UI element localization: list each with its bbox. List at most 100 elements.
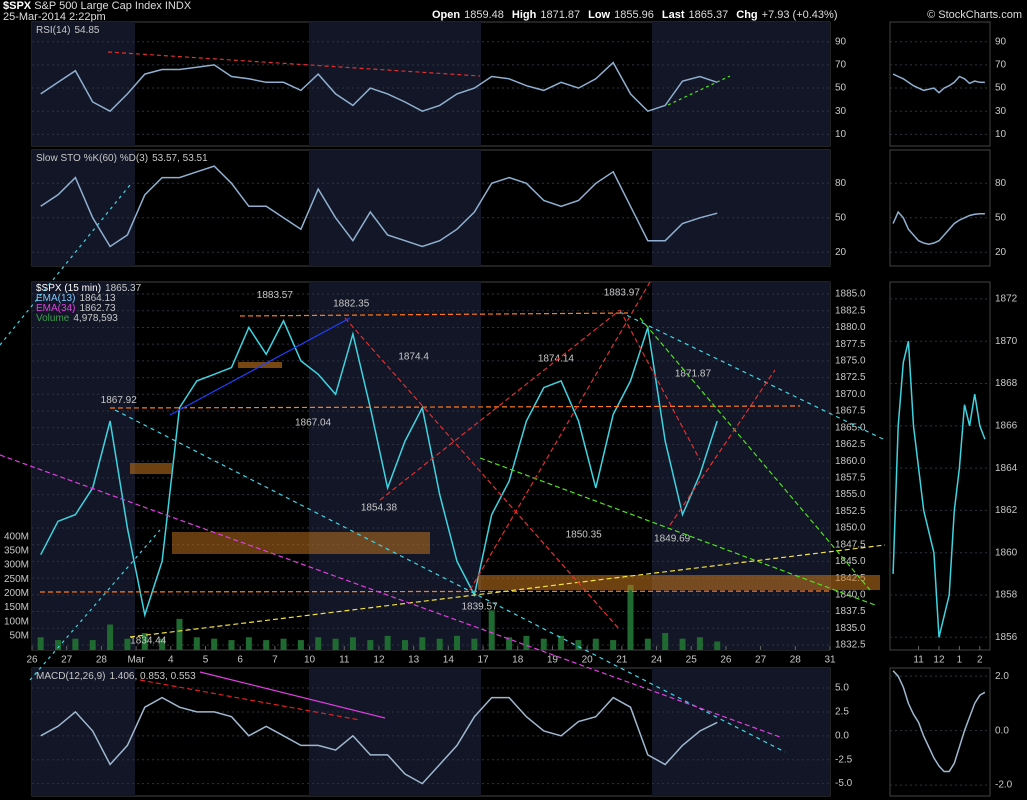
y-tick-label: 70 [995,60,1007,71]
y-tick-label: 50 [995,83,1007,94]
legend-entry: EMA(34) 1862.73 [36,303,116,314]
zone [238,362,282,368]
week-shade [32,150,135,266]
x-tick-label: 24 [651,655,663,666]
price-annotation: 1874.4 [398,352,429,363]
y-tick-label: 0.0 [995,725,1009,736]
y-tick-label: 5.0 [835,683,849,694]
trend [139,679,361,721]
y-tick-label: 1875.0 [835,356,866,367]
x-tick-label: 2 [977,655,983,666]
trend [639,317,871,591]
panel [889,281,991,651]
price-annotation: 1867.04 [295,418,332,429]
trend [0,454,781,738]
volume-bar [592,638,599,650]
trend [107,51,481,77]
volume-bar [540,638,547,650]
y-tick-label: 1857.5 [835,473,866,484]
y-tick-label: 10 [995,129,1007,140]
volume-bar [193,637,200,650]
price-annotation: 1874.14 [538,353,575,364]
y-tick-label: 70 [835,60,847,71]
y-tick-label: 1880.0 [835,322,866,333]
week-shade [309,150,481,266]
x-tick-label: 1 [957,655,963,666]
support [39,590,831,593]
x-tick-label: 13 [408,655,420,666]
indicator-name: RSI(14) [36,25,70,36]
trend [199,671,386,719]
y-tick-label: 1882.5 [835,305,866,316]
price-annotation: 1883.97 [604,288,641,299]
trend [619,311,886,441]
resistance [239,312,629,317]
y-tick-label: 1867.5 [835,406,866,417]
volume-bar [506,637,513,650]
x-tick-label: 11 [913,655,924,666]
panel-title: Slow STO %K(60) %D(3) 53.57, 53.51 [36,153,208,164]
volume-bar [176,618,183,650]
y-tick-label: 2.0 [995,671,1009,682]
credit: © StockCharts.com [927,9,1022,21]
y-tick-label: 1850.0 [835,523,866,534]
volume-bar [384,635,391,650]
quote-label: High [512,9,537,21]
volume-bar [211,638,218,650]
y-tick-label: -2.0 [995,780,1013,791]
volume-bar [141,633,148,650]
quote-value: +7.93 (+0.43%) [762,9,838,21]
volume-bar [644,638,651,650]
y-tick-label: 1866 [995,420,1018,431]
y-tick-label: 1872.5 [835,372,866,383]
x-tick-label: 12 [933,655,945,666]
volume-bar [419,637,426,650]
y-tick-label: 2.5 [835,707,849,718]
y-tick-label: 1872 [995,294,1018,305]
x-tick-label: 20 [582,655,594,666]
symbol: $SPX [3,0,32,12]
x-tick-label: 31 [824,655,836,666]
y-tick-label: 30 [835,106,847,117]
volume-tick-label: 100M [4,616,29,627]
series-line [40,61,718,113]
indicator-name: MACD(12,26,9) [36,671,105,682]
x-tick-label: 21 [616,655,628,666]
volume-tick-label: 350M [4,546,29,557]
volume-bar [471,638,478,650]
panel [889,667,991,797]
legend-name: $SPX (15 min) [36,283,101,294]
x-tick-label: 28 [790,655,802,666]
y-tick-label: 80 [995,178,1007,189]
x-tick-label: 25 [686,655,698,666]
volume-bar [159,638,166,650]
volume-bar [401,640,408,650]
legend-value: 1864.13 [79,293,116,304]
volume-bar [454,635,461,650]
index-name: S&P 500 Large Cap Index INDX [34,0,192,12]
x-tick-label: 17 [477,655,489,666]
volume-bar [610,640,617,650]
price-annotation: 1854.38 [361,502,398,513]
legend-value: 1862.73 [79,303,116,314]
series-line [892,73,985,94]
y-tick-label: 1860 [995,547,1018,558]
volume-tick-label: 50M [10,630,29,641]
trend [29,529,161,681]
week-shade [309,22,481,146]
volume-bar [297,640,304,650]
y-tick-label: 20 [995,247,1007,258]
y-tick-label: 1858 [995,590,1018,601]
trend [469,281,651,591]
volume-bar [72,638,79,650]
legend-name: EMA(34) [36,303,75,314]
week-shade [309,668,481,796]
legend-name: Volume [36,313,70,324]
x-tick-label: 18 [512,655,524,666]
y-tick-label: 1856 [995,632,1018,643]
quote-value: 1865.37 [689,9,729,21]
volume-bar [315,637,322,650]
header-title: $SPX S&P 500 Large Cap Index INDX [3,0,192,12]
x-tick-label: 11 [339,655,350,666]
volume-bar [245,637,252,650]
